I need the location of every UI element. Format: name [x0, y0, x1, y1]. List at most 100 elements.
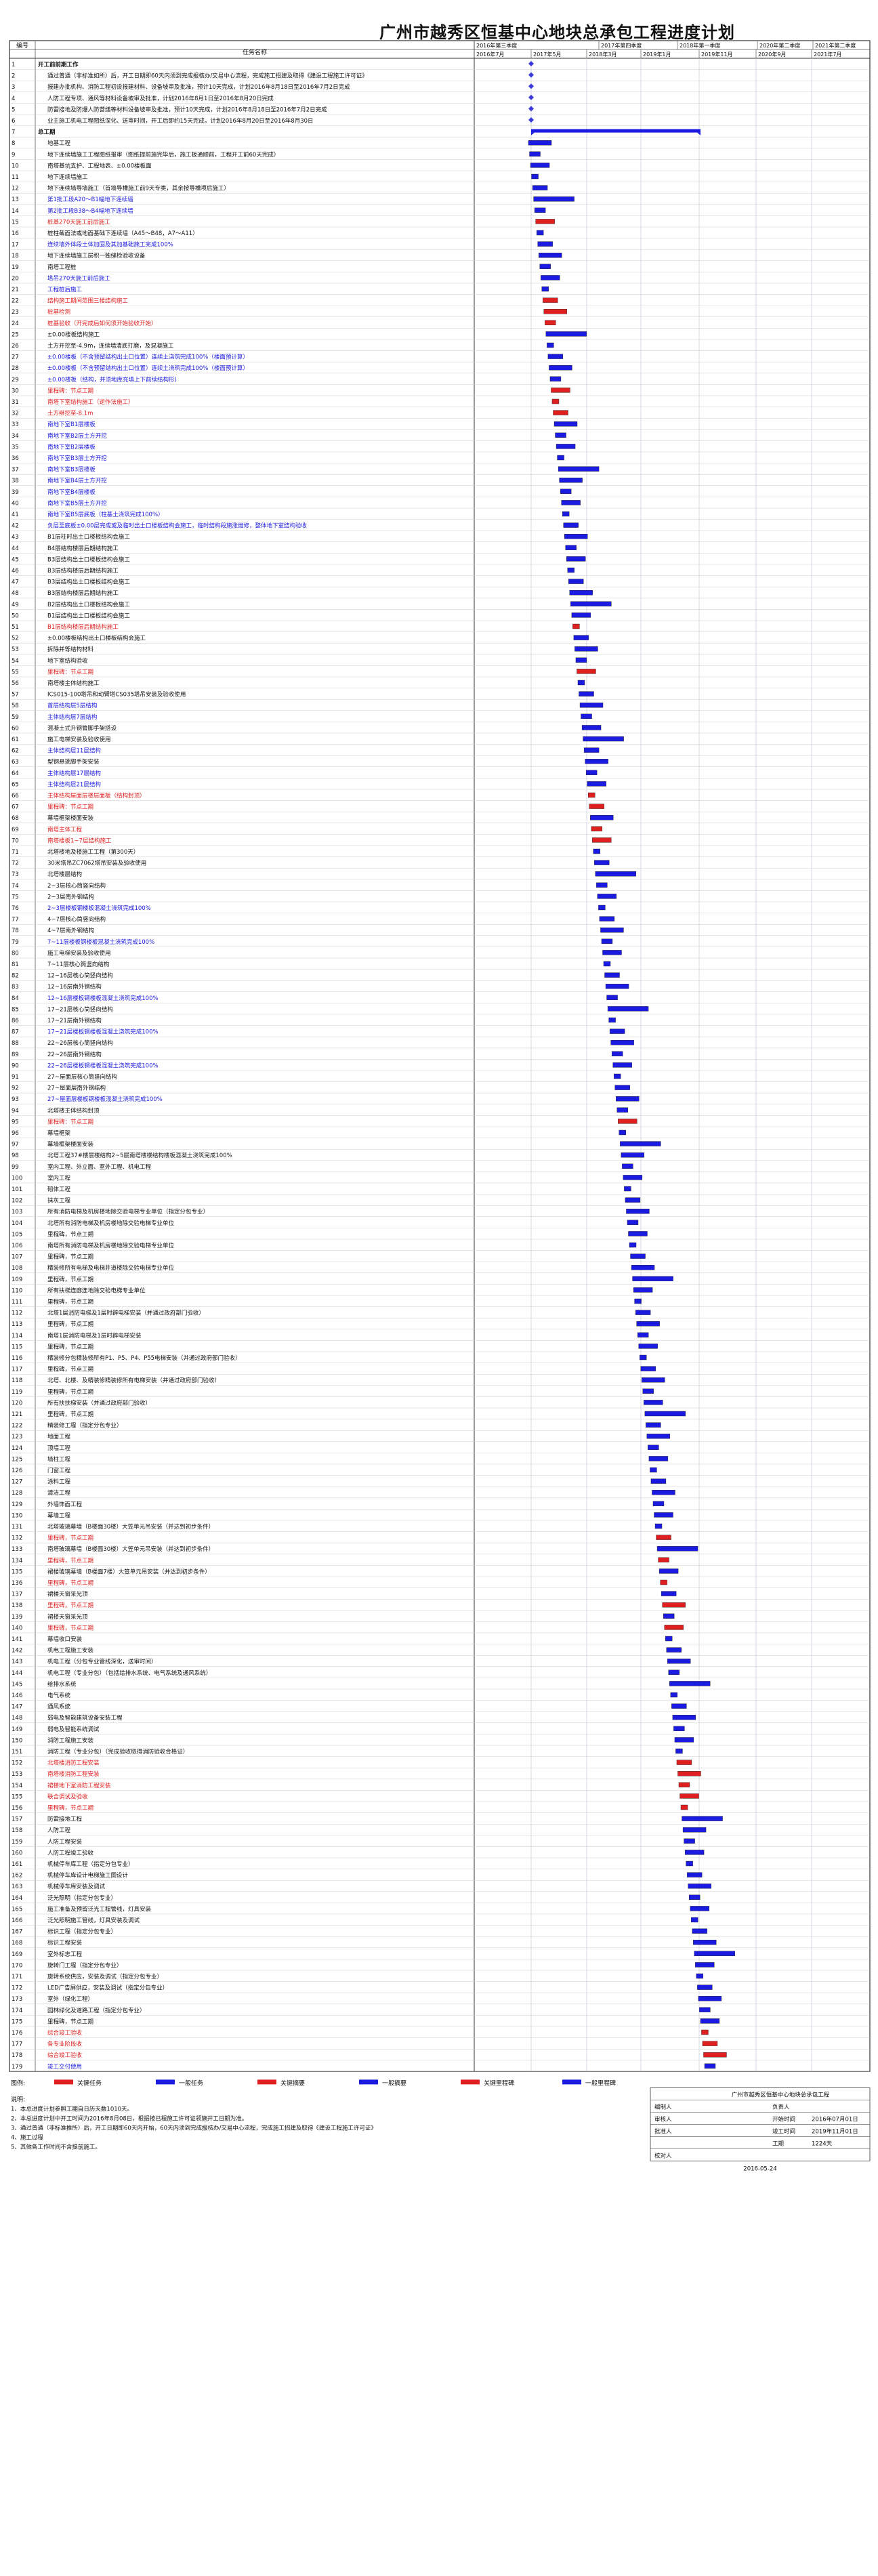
task-id: 99	[12, 1164, 19, 1171]
task-name: 南地下室B2层楼板	[47, 443, 96, 451]
task-id: 129	[12, 1501, 22, 1508]
task-id: 156	[12, 1805, 22, 1812]
task-id: 43	[12, 534, 19, 541]
task-bar	[650, 1467, 657, 1473]
task-name: 外墙饰面工程	[47, 1501, 83, 1508]
task-name: 里程碑，节点工期	[47, 1230, 93, 1238]
task-name: 北塔楼消防工程安装	[47, 1760, 100, 1767]
task-bar	[688, 1894, 701, 1900]
task-id: 6	[12, 118, 15, 125]
task-bar	[662, 1602, 686, 1608]
task-bar	[680, 1793, 699, 1799]
task-name: 里程碑：节点工期	[47, 387, 93, 394]
task-bar	[564, 534, 588, 539]
task-bar	[608, 1017, 616, 1023]
task-name: 开工前前期工作	[38, 61, 79, 68]
task-bar	[597, 894, 617, 899]
task-id: 123	[12, 1434, 22, 1440]
task-name: 地下连续墙施工工程图纸报审（图纸提前施完毕后，施工板通顺前，工程开工前60天完成…	[47, 151, 279, 159]
task-name: 塔吊270天施工前后施工	[47, 274, 110, 282]
task-name: 机械停车库工程（指定分包专业）	[47, 1861, 134, 1868]
task-bar	[553, 421, 578, 427]
task-name: 南塔1层消防电梯及1层时辟电梯安装	[47, 1332, 142, 1339]
task-bar	[635, 1310, 651, 1315]
task-id: 117	[12, 1367, 22, 1373]
task-name: 北塔、北楼、及精装修精装修所有电梯安装（并通过政府部门验收）	[47, 1377, 220, 1384]
task-bar	[549, 365, 572, 371]
task-id: 16	[12, 230, 19, 237]
task-name: 土方开挖至-4.9m，连续墙清底打磨，及混凝施工	[47, 342, 174, 350]
task-name: 精装修工程（指定分包专业）	[47, 1422, 123, 1430]
task-id: 31	[12, 399, 19, 406]
task-bar	[579, 691, 594, 697]
task-name: 南塔主体工程	[47, 826, 83, 833]
task-id: 38	[12, 478, 19, 484]
task-name: 7~11层核心筒竖向结构	[47, 961, 109, 968]
month-label: 2020年9月	[758, 51, 786, 58]
task-id: 86	[12, 1018, 19, 1024]
task-name: 负层至底板±0.00层完成或及临时出土口楼板结构会施工，临时结构段施涨维修，整体…	[47, 522, 308, 530]
task-id: 29	[12, 377, 19, 383]
task-name: 北塔楼地及楼施工工程（第300天）	[47, 848, 139, 856]
task-bar	[666, 1647, 682, 1653]
task-bar	[686, 1872, 703, 1877]
task-name: 12~16层南外钢结构	[47, 983, 102, 991]
task-name: 裙楼玻璃幕墙（B楼面7楼）大笠单元吊安装（并达到初步条件）	[47, 1568, 211, 1575]
task-bar	[609, 1029, 625, 1034]
task-id: 111	[12, 1299, 22, 1306]
task-id: 25	[12, 331, 19, 338]
task-bar	[642, 1377, 665, 1383]
task-bar	[686, 1861, 693, 1867]
task-id: 75	[12, 894, 19, 900]
task-name: B4层结构楼层后期结构施工	[47, 545, 119, 552]
task-bar	[629, 1242, 637, 1248]
task-bar	[648, 1445, 659, 1451]
task-name: 里程碑，节点工期	[47, 1535, 93, 1542]
task-name: 27~屋面层核心筒竖向结构	[47, 1073, 117, 1081]
task-name: 标识工程安装	[47, 1939, 83, 1947]
task-id: 149	[12, 1726, 22, 1733]
note-line: 3、通过普通（非标准推所）后，开工日期即60天内开始，60天内须到完成报核办/交…	[11, 2124, 377, 2132]
task-id: 98	[12, 1152, 19, 1159]
task-name: 里程碑，节点工期	[47, 1366, 93, 1373]
task-bar	[605, 983, 629, 989]
task-bar	[637, 1332, 649, 1338]
task-name: 门窗工程	[47, 1467, 71, 1474]
task-id: 120	[12, 1400, 22, 1407]
task-bar	[650, 1478, 667, 1484]
summary-bar	[531, 129, 701, 133]
task-id: 110	[12, 1287, 22, 1294]
task-name: 施工电梯安装及验收使用	[47, 949, 111, 957]
task-bar	[674, 1737, 694, 1743]
task-id: 163	[12, 1884, 22, 1890]
task-name: B1层结构楼层后期结构施工	[47, 623, 119, 631]
task-id: 133	[12, 1546, 22, 1553]
task-bar	[595, 871, 637, 877]
task-id: 95	[12, 1119, 19, 1125]
task-name: 机械停车库设计电梯施工图设计	[47, 1872, 129, 1879]
task-name: 北塔工程37#楼层楼结构2~5层南塔楼楼结构楼板混凝土浇筑完成100%	[47, 1152, 232, 1159]
task-id: 84	[12, 995, 19, 1002]
task-bar	[530, 163, 550, 168]
task-id: 89	[12, 1052, 19, 1058]
task-name: 27~屋面层南外钢结构	[47, 1085, 106, 1092]
milestone-marker	[528, 94, 534, 100]
task-bar	[556, 444, 576, 449]
task-name: 12~16层核心筒竖向结构	[47, 972, 113, 980]
task-bar	[602, 950, 622, 955]
task-bar	[669, 1681, 711, 1686]
task-id: 161	[12, 1861, 22, 1868]
task-id: 66	[12, 793, 19, 799]
task-id: 140	[12, 1625, 22, 1632]
legend-swatch	[54, 2079, 73, 2085]
task-bar	[577, 669, 596, 674]
task-id: 33	[12, 421, 19, 428]
task-name: 南塔楼主体结构施工	[47, 680, 100, 687]
task-bar	[691, 1917, 698, 1923]
task-name: 北塔楼主体结构封顶	[47, 1107, 100, 1115]
task-bar	[581, 713, 592, 720]
task-bar	[531, 173, 539, 180]
task-name: B1层柱时出土口楼板结构会施工	[47, 533, 130, 541]
task-bar	[658, 1557, 669, 1563]
task-id: 141	[12, 1636, 22, 1643]
